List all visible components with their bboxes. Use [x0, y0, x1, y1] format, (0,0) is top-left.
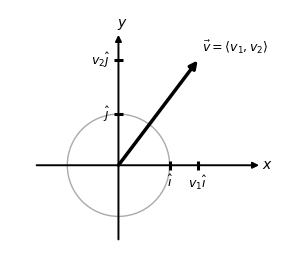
Text: $\vec{v} = \langle v_1, v_2 \rangle$: $\vec{v} = \langle v_1, v_2 \rangle$ [202, 39, 268, 56]
Text: $x$: $x$ [262, 158, 272, 172]
Text: $\hat{\jmath}$: $\hat{\jmath}$ [103, 105, 110, 124]
Text: $y$: $y$ [117, 17, 127, 32]
Text: $\hat{\imath}$: $\hat{\imath}$ [167, 174, 173, 190]
Text: $v_2\hat{\jmath}$: $v_2\hat{\jmath}$ [91, 51, 110, 70]
Text: $v_1\hat{\imath}$: $v_1\hat{\imath}$ [188, 174, 207, 192]
